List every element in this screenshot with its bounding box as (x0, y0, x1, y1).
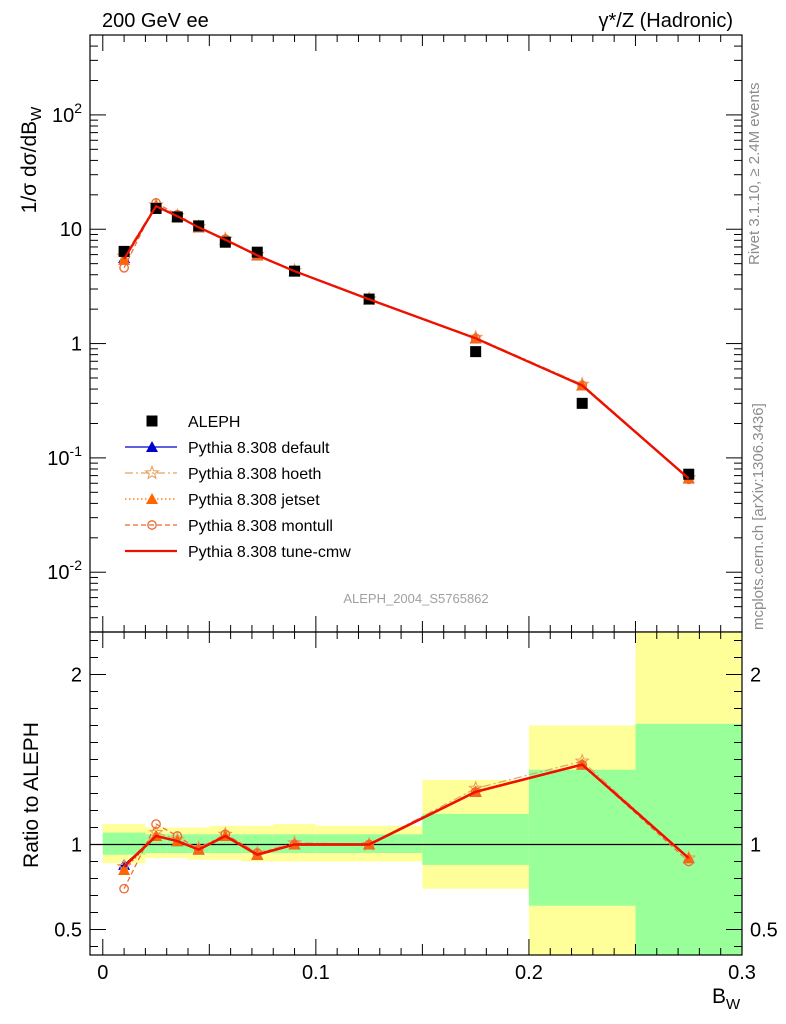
ratio-series-point (193, 844, 204, 855)
mcplots-label: mcplots.cern.ch [arXiv:1306.3436] (750, 403, 767, 630)
main-y-tick-label: 10-2 (47, 557, 82, 584)
main-series-line (123, 205, 690, 479)
main-series-point (577, 380, 588, 391)
x-tick-label: 0.2 (515, 962, 543, 984)
legend-label: ALEPH (188, 414, 240, 431)
main-series-line (123, 204, 690, 480)
legend-label: Pythia 8.308 hoeth (188, 466, 321, 483)
rivet-version-label: Rivet 3.1.10, ≥ 2.4M events (746, 83, 763, 266)
main-series-point (118, 253, 131, 265)
data-point (683, 468, 695, 480)
main-series-line (123, 202, 690, 480)
ratio-plot-frame: 0.5 0.5 1 1 2 2 0 0.1 0.2 0.3 (54, 631, 778, 984)
legend-label: Pythia 8.308 tune-cmw (188, 544, 351, 561)
main-y-axis-label: 1/σ dσ/dBW (18, 106, 45, 213)
ratio-inner-band (102, 832, 146, 855)
ratio-y-tick-label-right: 1 (750, 835, 761, 857)
data-point (251, 246, 263, 258)
main-series-line (123, 204, 690, 479)
data-point (118, 245, 130, 257)
legend-marker (146, 415, 158, 427)
main-series-line (123, 204, 690, 480)
data-point (193, 220, 205, 232)
legend-marker (146, 441, 158, 452)
main-y-tick-label: 10 (60, 219, 82, 241)
analysis-label: ALEPH_2004_S5765862 (343, 591, 488, 606)
ratio-y-axis-label: Ratio to ALEPH (20, 722, 43, 868)
legend-label: Pythia 8.308 default (188, 440, 330, 457)
x-tick-label: 0 (97, 962, 108, 984)
x-tick-label: 0.1 (302, 962, 330, 984)
data-point (150, 202, 162, 214)
data-point (219, 236, 231, 248)
ratio-uncertainty-bands (102, 632, 742, 955)
main-plot-frame: 10-2 10-1 1 10 102 (47, 34, 743, 633)
data-point (576, 397, 588, 409)
legend: ALEPH Pythia 8.308 default Pythia 8.308 ho… (125, 414, 351, 561)
legend-marker (144, 464, 160, 480)
ratio-series-line (123, 763, 690, 868)
legend-marker (146, 493, 158, 504)
main-y-tick-label: 102 (52, 100, 82, 127)
data-point (470, 346, 482, 358)
ratio-y-tick-label: 0.5 (54, 920, 82, 942)
main-series-point (470, 333, 481, 344)
main-y-tick-label: 10-1 (47, 443, 82, 470)
ratio-inner-band (528, 769, 636, 906)
main-series-line (123, 205, 690, 479)
ratio-y-tick-label-right: 2 (750, 665, 761, 687)
main-y-tick-label: 1 (71, 334, 82, 356)
right-title: γ*/Z (Hadronic) (599, 10, 733, 32)
svg-text:1/σ dσ/dBW: 1/σ dσ/dBW (18, 106, 45, 213)
x-tick-label: 0.3 (728, 962, 756, 984)
svg-text:BW: BW (712, 985, 741, 1013)
ratio-inner-band (422, 813, 529, 865)
ratio-inner-band (635, 723, 742, 955)
legend-label: Pythia 8.308 montull (188, 518, 333, 535)
ratio-series-point (151, 819, 161, 829)
ratio-y-tick-label-right: 0.5 (750, 920, 778, 942)
main-series-point (119, 262, 129, 273)
x-axis-label: BW (712, 985, 741, 1013)
ratio-series-point (118, 864, 131, 875)
ratio-y-tick-label: 1 (71, 835, 82, 857)
main-plot-border (89, 34, 743, 633)
ratio-series-point (119, 883, 129, 894)
main-plot-series (116, 196, 697, 485)
left-title: 200 GeV ee (102, 10, 209, 32)
legend-label: Pythia 8.308 jetset (188, 492, 320, 509)
ratio-y-tick-label: 2 (71, 665, 82, 687)
legend-marker (147, 520, 157, 530)
ratio-plot-series (116, 753, 697, 894)
ratio-series-point (220, 829, 231, 840)
